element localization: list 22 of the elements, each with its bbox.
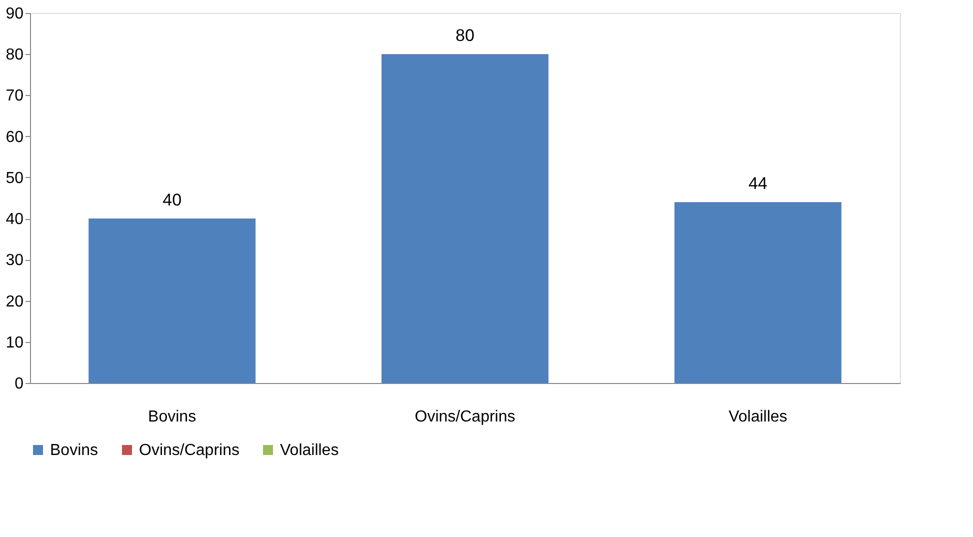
x-tick-label: Ovins/Caprins (414, 408, 516, 426)
y-tick-label: 80 (6, 46, 24, 64)
y-tick-label: 40 (6, 211, 24, 228)
y-tick-label: 10 (6, 334, 24, 352)
bar (88, 218, 256, 383)
y-tick-label: 20 (6, 293, 24, 310)
y-tick-label: 60 (6, 128, 24, 146)
bar (674, 202, 842, 383)
data-label: 44 (748, 174, 768, 194)
bar (382, 54, 548, 383)
y-tick-label: 50 (6, 170, 24, 187)
data-label: 40 (162, 190, 182, 210)
data-label: 80 (456, 26, 474, 46)
x-tick-label: Volailles (728, 408, 788, 426)
y-tick-label: 70 (6, 88, 24, 105)
x-tick-label: Bovins (148, 408, 196, 426)
y-tick-label: 0 (14, 376, 24, 392)
legend-label: Volailles (280, 442, 339, 459)
legend-label: Bovins (50, 442, 98, 459)
y-tick-label: 90 (6, 6, 24, 22)
legend-label: Ovins/Caprins (139, 442, 240, 459)
y-tick-label: 30 (6, 252, 24, 270)
